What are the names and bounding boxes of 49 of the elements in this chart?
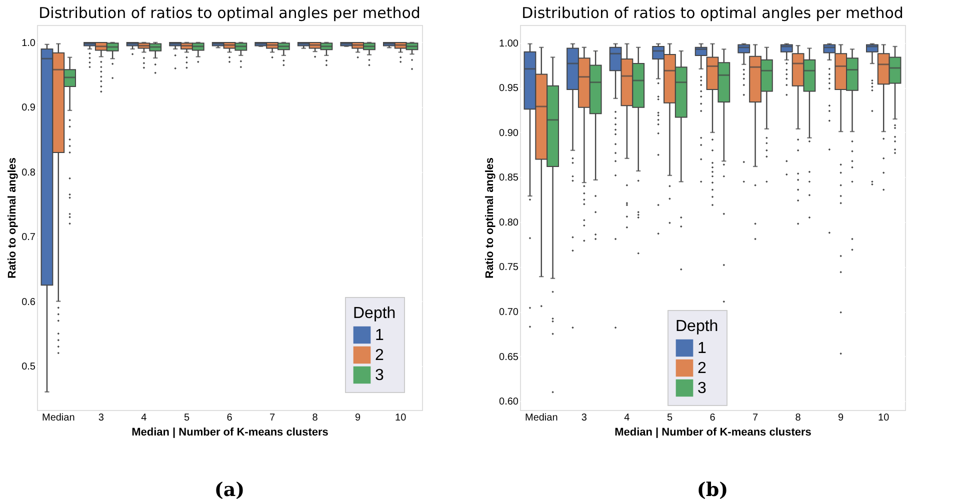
legend-label: 2 (375, 347, 384, 364)
y-tick-label: 0.65 (499, 352, 519, 363)
x-tick-label: Median (42, 412, 75, 424)
y-tick-label: 0.6 (22, 296, 36, 308)
x-tick-label: 8 (312, 412, 318, 424)
x-tick-label: 3 (581, 412, 588, 424)
x-tick-label: 10 (878, 412, 890, 424)
y-tick-label: 0.85 (499, 172, 519, 184)
y-tick-label: 0.70 (499, 307, 519, 318)
y-tick-label: 1.00 (499, 38, 519, 50)
y-tick-label: 0.7 (22, 232, 36, 244)
x-tick-label: 6 (226, 412, 233, 424)
x-tick-label: 9 (355, 412, 362, 424)
x-tick-label: 7 (752, 412, 758, 424)
y-tick-label: 1.0 (22, 38, 36, 49)
x-axis-title: Median | Number of K-means clusters (614, 426, 812, 438)
legend-title: Depth (353, 305, 396, 322)
chart-title: Distribution of ratios to optimal angles per method (38, 4, 420, 22)
legend-label: 1 (698, 340, 706, 357)
y-tick-label: 0.75 (499, 262, 519, 274)
y-axis-title: Ratio to optimal angles (484, 157, 496, 279)
legend-label: 2 (698, 360, 706, 377)
x-tick-label: 4 (141, 412, 148, 424)
x-axis-title: Median | Number of K-means clusters (132, 426, 328, 438)
y-tick-label: 0.9 (22, 102, 36, 114)
x-tick-label: 3 (98, 412, 104, 424)
text: (b) (696, 479, 728, 499)
y-tick-label: 0.60 (499, 396, 519, 408)
x-tick-label: Median (524, 412, 558, 424)
y-tick-label: 0.8 (22, 167, 36, 178)
text: (a) (214, 479, 245, 499)
x-tick-label: 9 (838, 412, 844, 424)
y-tick-label: 0.80 (499, 217, 519, 228)
x-tick-label: 7 (269, 412, 276, 424)
chart-title: Distribution of ratios to optimal angles per method (522, 4, 904, 22)
x-tick-label: 5 (666, 412, 673, 424)
x-tick-label: 8 (795, 412, 802, 424)
legend-label: 1 (375, 327, 384, 344)
y-tick-label: 0.95 (499, 83, 519, 94)
x-tick-label: 10 (395, 412, 407, 424)
y-tick-label: 0.90 (499, 128, 519, 139)
y-tick-label: 0.5 (22, 362, 36, 372)
legend-title: Depth (676, 318, 718, 335)
y-axis-title: Ratio to optimal angles (6, 157, 19, 279)
x-tick-label: 4 (624, 412, 630, 424)
x-tick-label: 5 (184, 412, 190, 424)
x-tick-label: 6 (710, 412, 716, 424)
legend-label: 3 (375, 367, 384, 384)
legend-label: 3 (698, 380, 706, 397)
